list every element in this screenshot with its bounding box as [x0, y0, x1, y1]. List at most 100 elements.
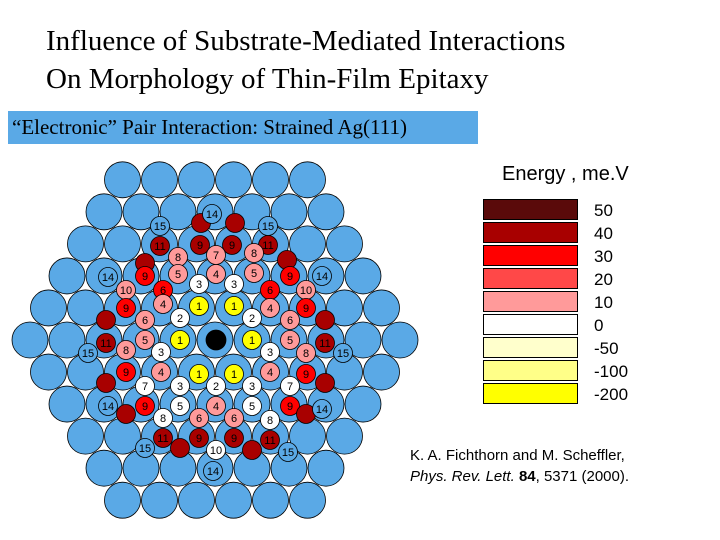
adatom	[206, 396, 226, 416]
substrate-atom	[289, 481, 326, 519]
adatom-label: 9	[229, 240, 235, 252]
adatom-label: 9	[303, 303, 309, 315]
adatom	[203, 461, 223, 481]
adatom-label: 6	[160, 285, 166, 297]
adatom-label: 15	[154, 221, 166, 233]
legend-swatch	[483, 337, 578, 358]
adatom-label: 10	[120, 285, 132, 297]
adatom-label: 4	[158, 367, 164, 379]
adatom	[222, 235, 242, 255]
adatom-label: 8	[175, 252, 181, 264]
substrate-atom	[363, 353, 400, 391]
adatom	[296, 364, 316, 384]
adatom-label: 11	[100, 338, 111, 350]
adatom-label: 3	[267, 347, 273, 359]
adatom	[202, 204, 222, 224]
adatom	[242, 376, 262, 396]
adatom-label: 5	[249, 401, 255, 413]
adatom	[96, 333, 116, 353]
citation-reference: Phys. Rev. Lett. 84, 5371 (2000).	[410, 466, 629, 487]
adatom	[151, 362, 171, 382]
substrate-atom	[30, 353, 67, 391]
slide-title: Influence of Substrate-Mediated Interact…	[46, 22, 565, 98]
adatom-label: 15	[262, 221, 274, 233]
adatom-label: 1	[249, 335, 255, 347]
substrate-atom	[326, 289, 363, 327]
adatom	[135, 266, 155, 286]
substrate-atom	[104, 481, 141, 519]
legend-swatch	[483, 268, 578, 289]
adatom-label: 11	[262, 240, 273, 252]
adatom-label: 1	[196, 369, 202, 381]
adatom-label: 6	[287, 315, 293, 327]
citation-volume: 84	[518, 468, 536, 485]
substrate-atom	[85, 193, 123, 231]
adatom-label: 9	[196, 433, 202, 445]
adatom-label: 6	[142, 315, 148, 327]
adatom	[242, 440, 262, 460]
adatom-label: 2	[249, 313, 255, 325]
title-line-1: Influence of Substrate-Mediated Interact…	[46, 25, 566, 57]
substrate-atom	[252, 481, 289, 519]
adatom-label: 1	[196, 301, 202, 313]
substrate-atom	[48, 257, 86, 295]
adatom-label: 9	[287, 271, 293, 283]
legend-swatch	[483, 245, 578, 266]
adatom	[315, 333, 335, 353]
substrate-atom	[215, 161, 252, 199]
legend-label: 50	[594, 201, 613, 220]
adatom	[135, 438, 155, 458]
legend-label: 40	[594, 224, 613, 243]
adatom-label: 7	[142, 381, 148, 393]
adatom-label: 9	[197, 240, 203, 252]
adatom	[260, 430, 280, 450]
adatom-label: 15	[139, 443, 151, 455]
substrate-atom	[344, 321, 382, 359]
subtitle-banner: “Electronic” Pair Interaction: Strained …	[8, 111, 478, 144]
adatom-label: 9	[231, 433, 237, 445]
adatom-label: 9	[123, 367, 129, 379]
adatom	[170, 308, 190, 328]
adatom	[278, 442, 298, 462]
center-atom	[205, 329, 227, 351]
substrate-atom	[381, 321, 419, 359]
adatom	[153, 428, 173, 448]
adatom-label: 10	[210, 445, 222, 457]
adatom	[170, 330, 190, 350]
adatom	[153, 294, 173, 314]
adatom-label: 3	[177, 381, 183, 393]
legend-label: -50	[594, 339, 619, 358]
adatom-label: 6	[231, 413, 237, 425]
legend-label: -200	[594, 385, 629, 404]
adatom	[116, 340, 136, 360]
adatom	[280, 396, 300, 416]
substrate-atom	[289, 161, 326, 199]
adatom	[224, 408, 244, 428]
substrate-atom	[48, 321, 86, 359]
adatom	[244, 263, 264, 283]
substrate-atom	[344, 257, 382, 295]
adatom	[242, 396, 262, 416]
substrate-atom	[67, 289, 104, 327]
legend-label: 20	[594, 270, 613, 289]
adatom-label: 15	[282, 447, 294, 459]
substrate-atom	[67, 225, 104, 263]
adatom	[116, 404, 136, 424]
adatom-label: 5	[175, 269, 181, 281]
citation-journal: Phys. Rev. Lett.	[410, 468, 515, 485]
adatom-label: 5	[142, 335, 148, 347]
adatom	[78, 343, 98, 363]
citation: K. A. Fichthorn and M. Scheffler, Phys. …	[410, 445, 629, 487]
legend-label: 0	[594, 316, 604, 335]
adatom	[96, 373, 116, 393]
adatom	[242, 308, 262, 328]
citation-pages: , 5371 (2000).	[535, 468, 630, 485]
adatom-label: 2	[213, 381, 219, 393]
substrate-atom	[104, 225, 141, 263]
adatom-label: 5	[287, 335, 293, 347]
adatom	[153, 408, 173, 428]
adatom-label: 14	[316, 271, 328, 283]
adatom	[312, 399, 332, 419]
adatom-label: 1	[231, 301, 237, 313]
